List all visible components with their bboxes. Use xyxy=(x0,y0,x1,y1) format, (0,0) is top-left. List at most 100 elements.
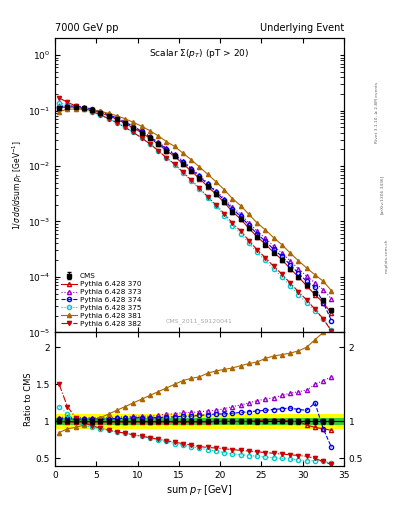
Pythia 6.428 381 xyxy=(313,272,318,278)
Pythia 6.428 375 xyxy=(90,109,95,115)
Pythia 6.428 382 xyxy=(206,194,210,200)
Pythia 6.428 375 xyxy=(255,249,260,255)
Pythia 6.428 382 xyxy=(263,255,268,261)
Pythia 6.428 370 xyxy=(238,216,243,222)
Pythia 6.428 374 xyxy=(271,246,276,252)
Pythia 6.428 382 xyxy=(271,263,276,269)
Pythia 6.428 381 xyxy=(296,258,301,264)
Pythia 6.428 373 xyxy=(106,112,111,118)
Pythia 6.428 382 xyxy=(156,147,161,154)
Pythia 6.428 382 xyxy=(164,155,169,161)
Pythia 6.428 381 xyxy=(123,116,128,122)
Line: Pythia 6.428 370: Pythia 6.428 370 xyxy=(57,105,334,315)
Pythia 6.428 374 xyxy=(140,129,144,135)
Pythia 6.428 373 xyxy=(57,103,62,110)
Pythia 6.428 374 xyxy=(280,253,285,260)
Pythia 6.428 381 xyxy=(271,234,276,241)
Pythia 6.428 382 xyxy=(304,297,309,303)
Pythia 6.428 373 xyxy=(329,296,334,302)
Pythia 6.428 374 xyxy=(329,317,334,324)
Pythia 6.428 375 xyxy=(106,116,111,122)
Pythia 6.428 381 xyxy=(238,203,243,209)
Pythia 6.428 382 xyxy=(238,228,243,234)
Pythia 6.428 373 xyxy=(65,102,70,109)
Pythia 6.428 373 xyxy=(115,115,119,121)
Pythia 6.428 374 xyxy=(164,146,169,152)
Pythia 6.428 374 xyxy=(115,115,119,121)
Pythia 6.428 370 xyxy=(131,125,136,131)
Pythia 6.428 370 xyxy=(329,310,334,316)
Pythia 6.428 382 xyxy=(106,116,111,122)
Pythia 6.428 375 xyxy=(296,291,301,297)
Pythia 6.428 381 xyxy=(148,127,152,134)
Pythia 6.428 375 xyxy=(181,170,185,176)
Pythia 6.428 375 xyxy=(321,316,326,322)
Pythia 6.428 373 xyxy=(288,258,292,264)
Pythia 6.428 370 xyxy=(181,161,185,167)
Pythia 6.428 382 xyxy=(148,141,152,147)
Pythia 6.428 370 xyxy=(123,120,128,126)
Pythia 6.428 374 xyxy=(263,238,268,244)
Pythia 6.428 382 xyxy=(115,120,119,126)
Text: Scalar $\Sigma(p_T)$ (pT > 20): Scalar $\Sigma(p_T)$ (pT > 20) xyxy=(149,47,250,60)
Pythia 6.428 382 xyxy=(321,316,326,322)
Pythia 6.428 374 xyxy=(247,222,252,228)
Pythia 6.428 382 xyxy=(82,105,86,112)
Text: mcplots.cern.ch: mcplots.cern.ch xyxy=(385,239,389,273)
Pythia 6.428 381 xyxy=(82,106,86,113)
Pythia 6.428 381 xyxy=(197,164,202,170)
Pythia 6.428 381 xyxy=(164,139,169,145)
Pythia 6.428 382 xyxy=(90,109,95,115)
Pythia 6.428 373 xyxy=(140,128,144,134)
Pythia 6.428 381 xyxy=(189,157,194,163)
Pythia 6.428 374 xyxy=(90,106,95,113)
Pythia 6.428 381 xyxy=(131,119,136,125)
Pythia 6.428 373 xyxy=(206,180,210,186)
Pythia 6.428 382 xyxy=(140,135,144,141)
Pythia 6.428 375 xyxy=(131,130,136,136)
Pythia 6.428 374 xyxy=(181,159,185,165)
Pythia 6.428 374 xyxy=(296,270,301,276)
Pythia 6.428 381 xyxy=(214,179,219,185)
Pythia 6.428 375 xyxy=(115,120,119,126)
Pythia 6.428 370 xyxy=(90,107,95,113)
Pythia 6.428 374 xyxy=(288,262,292,268)
Pythia 6.428 374 xyxy=(173,152,177,158)
Pythia 6.428 375 xyxy=(288,283,292,289)
Pythia 6.428 382 xyxy=(65,99,70,105)
Pythia 6.428 370 xyxy=(247,225,252,231)
Pythia 6.428 373 xyxy=(271,243,276,249)
Pythia 6.428 374 xyxy=(255,231,260,237)
Pythia 6.428 373 xyxy=(321,287,326,293)
Pythia 6.428 370 xyxy=(148,135,152,141)
Pythia 6.428 370 xyxy=(222,199,226,205)
Pythia 6.428 374 xyxy=(73,103,78,110)
Pythia 6.428 374 xyxy=(131,123,136,130)
Pythia 6.428 373 xyxy=(255,228,260,234)
Pythia 6.428 381 xyxy=(222,186,226,193)
Pythia 6.428 370 xyxy=(156,141,161,147)
Pythia 6.428 370 xyxy=(73,104,78,110)
Pythia 6.428 373 xyxy=(304,273,309,280)
Pythia 6.428 375 xyxy=(230,223,235,229)
Pythia 6.428 381 xyxy=(329,288,334,294)
Pythia 6.428 373 xyxy=(123,119,128,125)
Line: Pythia 6.428 375: Pythia 6.428 375 xyxy=(57,101,334,332)
Text: CMS_2011_S9120041: CMS_2011_S9120041 xyxy=(166,318,233,324)
Pythia 6.428 374 xyxy=(189,166,194,172)
Pythia 6.428 381 xyxy=(206,171,210,177)
Pythia 6.428 375 xyxy=(263,258,268,264)
Pythia 6.428 381 xyxy=(288,250,292,256)
Pythia 6.428 382 xyxy=(296,289,301,295)
Pythia 6.428 381 xyxy=(247,211,252,218)
Pythia 6.428 370 xyxy=(65,104,70,110)
Pythia 6.428 382 xyxy=(255,247,260,253)
Legend: CMS, Pythia 6.428 370, Pythia 6.428 373, Pythia 6.428 374, Pythia 6.428 375, Pyt: CMS, Pythia 6.428 370, Pythia 6.428 373,… xyxy=(59,271,143,329)
Line: Pythia 6.428 382: Pythia 6.428 382 xyxy=(57,96,334,333)
Pythia 6.428 370 xyxy=(115,116,119,122)
Pythia 6.428 374 xyxy=(57,104,62,110)
Pythia 6.428 373 xyxy=(148,133,152,139)
Pythia 6.428 374 xyxy=(222,197,226,203)
Pythia 6.428 375 xyxy=(98,112,103,118)
Pythia 6.428 381 xyxy=(90,107,95,113)
